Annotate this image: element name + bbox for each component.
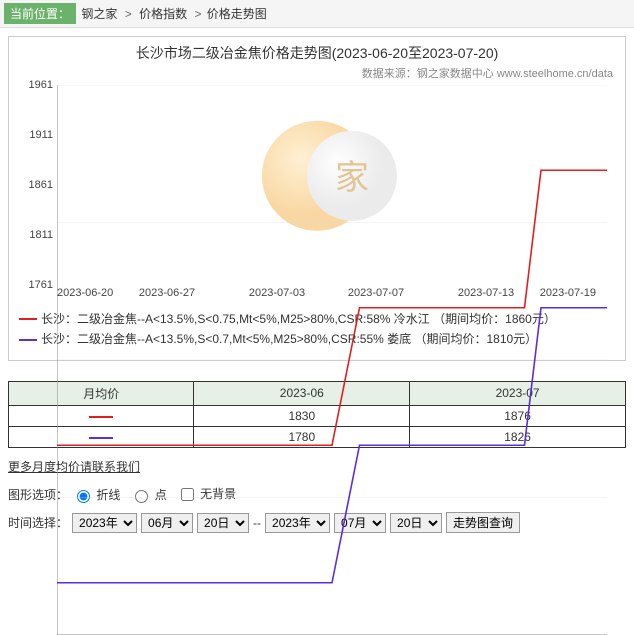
chart-container: 长沙市场二级冶金焦价格走势图(2023-06-20至2023-07-20) 数据… <box>8 36 626 361</box>
breadcrumb-sep: > <box>125 7 132 21</box>
y-axis-labels: 17611811186119111961 <box>17 85 53 285</box>
chart-title: 长沙市场二级冶金焦价格走势图(2023-06-20至2023-07-20) <box>9 37 625 65</box>
breadcrumb: 当前位置： 钢之家 > 价格指数 > 价格走势图 <box>0 0 634 28</box>
breadcrumb-item-2: 价格走势图 <box>207 7 267 21</box>
chart-plot-area: 家 17611811186119111961 <box>57 85 607 285</box>
breadcrumb-label: 当前位置： <box>4 3 76 24</box>
data-source: 数据来源：钢之家数据中心 www.steelhome.cn/data <box>9 65 625 81</box>
breadcrumb-item-0[interactable]: 钢之家 <box>81 7 117 21</box>
breadcrumb-sep: > <box>194 7 201 21</box>
breadcrumb-item-1[interactable]: 价格指数 <box>139 7 187 21</box>
legend-dash-icon <box>19 339 37 341</box>
legend-dash-icon <box>19 318 37 320</box>
chart-svg <box>57 85 607 635</box>
